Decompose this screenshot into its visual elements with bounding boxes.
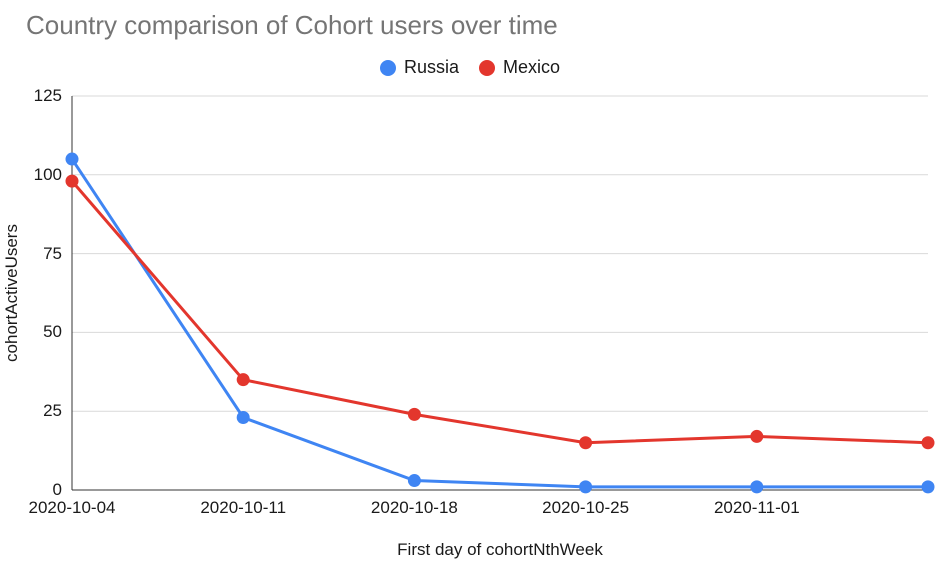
legend-item: Mexico: [479, 57, 560, 78]
y-tick-label: 75: [43, 244, 62, 264]
legend-label: Mexico: [503, 57, 560, 78]
series-marker: [922, 436, 935, 449]
series-marker: [750, 430, 763, 443]
x-tick-label: 2020-10-18: [371, 498, 458, 518]
legend-item: Russia: [380, 57, 459, 78]
series-marker: [66, 175, 79, 188]
series-marker: [750, 480, 763, 493]
series-marker: [408, 474, 421, 487]
series-marker: [237, 373, 250, 386]
plot-area: 02550751001252020-10-042020-10-112020-10…: [72, 96, 928, 490]
legend-color-dot: [479, 60, 495, 76]
x-tick-label: 2020-10-25: [542, 498, 629, 518]
series-marker: [66, 153, 79, 166]
series-marker: [922, 480, 935, 493]
chart-title: Country comparison of Cohort users over …: [26, 10, 558, 41]
y-tick-label: 25: [43, 401, 62, 421]
plot-svg: [72, 96, 928, 490]
series-marker: [579, 480, 592, 493]
y-axis-title: cohortActiveUsers: [2, 224, 22, 362]
x-tick-label: 2020-10-04: [29, 498, 116, 518]
x-tick-label: 2020-10-11: [200, 498, 286, 518]
legend-label: Russia: [404, 57, 459, 78]
y-tick-label: 0: [53, 480, 62, 500]
y-tick-label: 50: [43, 322, 62, 342]
x-tick-label: 2020-11-01: [714, 498, 800, 518]
series-line: [72, 181, 928, 443]
y-tick-label: 125: [34, 86, 62, 106]
legend-color-dot: [380, 60, 396, 76]
series-marker: [408, 408, 421, 421]
chart-container: Country comparison of Cohort users over …: [0, 0, 945, 584]
x-axis-title: First day of cohortNthWeek: [397, 540, 603, 560]
legend: Russia Mexico: [380, 57, 560, 78]
series-marker: [237, 411, 250, 424]
y-tick-label: 100: [34, 165, 62, 185]
series-marker: [579, 436, 592, 449]
